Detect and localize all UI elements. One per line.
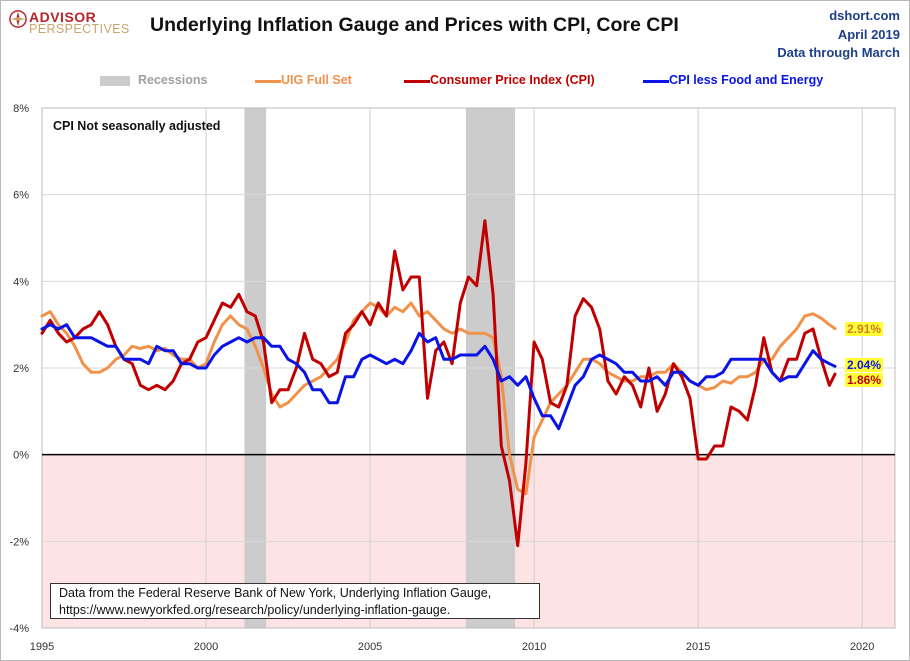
- y-tick-label: 6%: [13, 190, 29, 202]
- data-through-label: Data through March: [777, 45, 900, 60]
- legend-uig-swatch: [255, 80, 281, 83]
- uig-end-label: 2.91%: [845, 322, 884, 336]
- legend-cpi-label: Consumer Price Index (CPI): [430, 73, 595, 87]
- x-tick-label: 2010: [522, 641, 546, 653]
- site-label: dshort.com: [829, 8, 900, 23]
- plot-border: [41, 107, 896, 629]
- y-tick-label: -2%: [9, 536, 29, 548]
- legend-recessions-swatch: [100, 76, 130, 86]
- y-tick-label: 2%: [13, 363, 29, 375]
- series-line-uig: [40, 301, 837, 496]
- source-line-1: Data from the Federal Reserve Bank of Ne…: [59, 586, 492, 600]
- y-tick-label: 4%: [13, 276, 29, 288]
- x-tick-label: 2015: [686, 641, 710, 653]
- date-label: April 2019: [837, 27, 900, 42]
- legend-core-label: CPI less Food and Energy: [669, 73, 824, 87]
- source-line-2: https://www.newyorkfed.org/research/poli…: [59, 603, 451, 617]
- y-tick-label: 8%: [13, 103, 29, 115]
- legend-uig-label: UIG Full Set: [281, 73, 352, 87]
- chart-title: Underlying Inflation Gauge and Prices wi…: [150, 14, 679, 36]
- x-tick-label: 1995: [30, 641, 54, 653]
- legend-core-swatch: [643, 80, 669, 83]
- cpi-note: CPI Not seasonally adjusted: [53, 119, 221, 133]
- series-line-core: [40, 323, 837, 431]
- x-tick-label: 2005: [358, 641, 382, 653]
- x-tick-label: 2020: [850, 641, 874, 653]
- y-tick-label: -4%: [9, 623, 29, 635]
- logo-title: ADVISOR: [29, 9, 97, 25]
- y-tick-label: 0%: [13, 450, 29, 462]
- x-tick-label: 2000: [194, 641, 218, 653]
- source-box: Data from the Federal Reserve Bank of Ne…: [50, 583, 540, 619]
- compass-logo-icon: [9, 10, 27, 28]
- cpi-end-label: 1.86%: [845, 373, 884, 387]
- core-end-label: 2.04%: [845, 358, 884, 372]
- logo-subtitle: PERSPECTIVES: [29, 22, 130, 36]
- legend-cpi-swatch: [404, 80, 430, 83]
- legend-recessions-label: Recessions: [138, 73, 208, 87]
